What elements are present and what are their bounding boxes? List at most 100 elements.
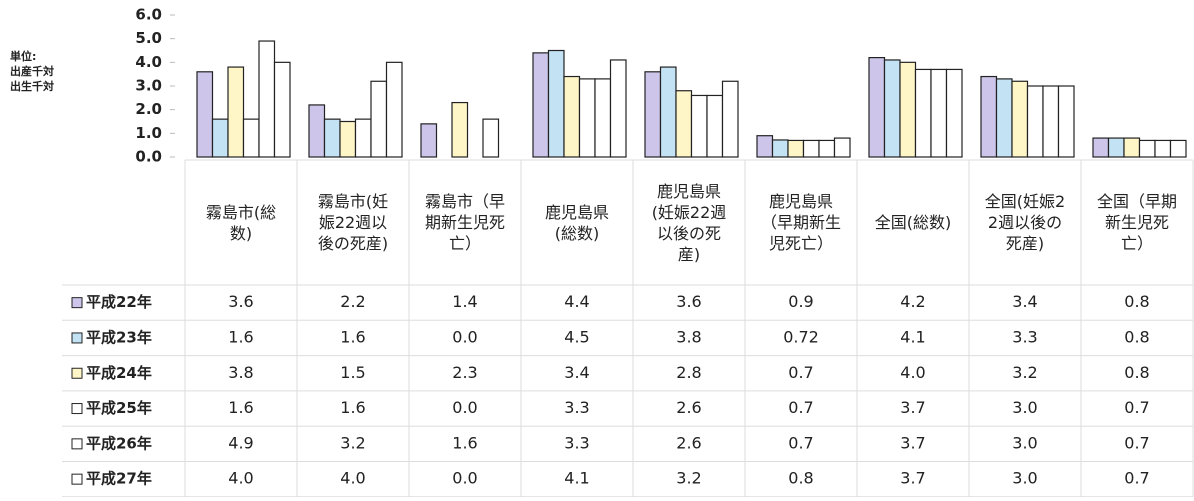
bar bbox=[721, 80, 739, 158]
bar bbox=[1026, 85, 1044, 158]
category-label: 全国(総数) bbox=[874, 213, 952, 232]
y-tick-label: 2.0 bbox=[135, 100, 162, 118]
table-value: 3.0 bbox=[1012, 398, 1037, 417]
category-header: 霧島市(総数) bbox=[206, 203, 276, 243]
legend-swatch bbox=[71, 332, 83, 344]
bar bbox=[818, 139, 836, 158]
bar bbox=[385, 61, 403, 158]
table-value: 4.0 bbox=[340, 469, 365, 488]
bar bbox=[609, 59, 627, 158]
legend-label: 平成26年 bbox=[86, 434, 152, 452]
bar bbox=[578, 78, 596, 158]
category-header: 鹿児島県（早期新生児死亡） bbox=[761, 192, 841, 253]
bar bbox=[771, 139, 789, 158]
bar bbox=[196, 71, 214, 158]
bar bbox=[1123, 137, 1141, 158]
table-value: 0.8 bbox=[788, 469, 813, 488]
table-value: 0.0 bbox=[452, 327, 477, 346]
table-value: 1.6 bbox=[228, 398, 253, 417]
bar bbox=[482, 118, 500, 158]
table-value: 3.6 bbox=[228, 292, 253, 311]
table-value: 3.0 bbox=[1012, 433, 1037, 452]
bar bbox=[1057, 85, 1075, 158]
category-header: 全国(妊娠22週以後の死産) bbox=[984, 192, 1066, 253]
table-value: 3.2 bbox=[1012, 363, 1037, 382]
bar bbox=[1154, 139, 1172, 158]
bar bbox=[1042, 85, 1060, 158]
bar bbox=[1092, 137, 1110, 158]
legend-label: 平成25年 bbox=[86, 399, 152, 417]
table-value: 4.0 bbox=[228, 469, 253, 488]
bar bbox=[675, 90, 693, 158]
table-value: 3.6 bbox=[676, 292, 701, 311]
bar bbox=[914, 68, 932, 158]
category-header: 全国（早期新生児死亡） bbox=[1096, 192, 1177, 253]
table-value: 1.6 bbox=[340, 398, 365, 417]
table-value: 0.7 bbox=[1124, 469, 1149, 488]
table-value: 0.7 bbox=[788, 398, 813, 417]
table-value: 2.3 bbox=[452, 363, 477, 382]
bar bbox=[883, 59, 901, 158]
bar bbox=[258, 40, 276, 158]
table-value: 2.6 bbox=[676, 433, 701, 452]
category-header: 全国(総数) bbox=[874, 213, 952, 232]
table-value: 0.7 bbox=[1124, 433, 1149, 452]
category-label: 霧島市(妊娠22週以後の死産) bbox=[317, 192, 389, 253]
y-tick-label: 6.0 bbox=[135, 6, 162, 24]
category-label: 全国（早期新生児死亡） bbox=[1096, 192, 1177, 253]
bar bbox=[980, 75, 998, 158]
category-label: 鹿児島県(総数) bbox=[544, 202, 609, 243]
table-value: 4.2 bbox=[900, 292, 925, 311]
unit-label: 出生千対 bbox=[10, 79, 54, 93]
table-value: 0.8 bbox=[1124, 327, 1149, 346]
bar bbox=[594, 78, 612, 158]
category-header: 霧島市(妊娠22週以後の死産) bbox=[317, 192, 389, 253]
legend-label: 平成24年 bbox=[86, 364, 152, 382]
table-value: 1.6 bbox=[228, 327, 253, 346]
bar bbox=[930, 68, 948, 158]
table-value: 1.5 bbox=[340, 363, 365, 382]
table-value: 4.4 bbox=[564, 292, 589, 311]
table-value: 3.3 bbox=[564, 398, 589, 417]
category-header: 霧島市（早期新生児死亡） bbox=[425, 192, 505, 253]
bar bbox=[995, 78, 1013, 158]
table-value: 4.0 bbox=[900, 363, 925, 382]
table-value: 0.9 bbox=[788, 292, 813, 311]
legend-swatch bbox=[71, 297, 83, 309]
y-tick-label: 0.0 bbox=[135, 148, 162, 166]
table-value: 1.6 bbox=[452, 433, 477, 452]
legend-label: 平成22年 bbox=[86, 293, 152, 311]
table-value: 3.7 bbox=[900, 469, 925, 488]
table-value: 0.72 bbox=[783, 327, 819, 346]
table-value: 3.3 bbox=[564, 433, 589, 452]
table-value: 4.5 bbox=[564, 327, 589, 346]
table-value: 3.2 bbox=[340, 433, 365, 452]
bar bbox=[354, 118, 372, 158]
table-value: 3.2 bbox=[676, 469, 701, 488]
bar bbox=[833, 137, 851, 158]
bar bbox=[756, 135, 774, 158]
y-tick-label: 5.0 bbox=[135, 29, 162, 47]
category-label: 全国(妊娠22週以後の死産) bbox=[984, 192, 1066, 253]
bar bbox=[323, 118, 341, 158]
table-value: 0.8 bbox=[1124, 292, 1149, 311]
bar bbox=[547, 49, 565, 158]
table-value: 0.0 bbox=[452, 469, 477, 488]
category-header: 鹿児島県(総数) bbox=[544, 202, 609, 243]
bar bbox=[451, 101, 469, 158]
unit-label: 単位: bbox=[10, 49, 36, 63]
bar bbox=[227, 66, 245, 158]
bar bbox=[659, 66, 677, 158]
bar bbox=[899, 61, 917, 158]
y-tick-label: 4.0 bbox=[135, 53, 162, 71]
bar bbox=[420, 123, 438, 158]
table-value: 1.4 bbox=[452, 292, 477, 311]
unit-label: 出産千対 bbox=[10, 64, 54, 78]
bar bbox=[273, 61, 291, 158]
y-tick-label: 1.0 bbox=[135, 124, 162, 142]
table-value: 0.7 bbox=[788, 433, 813, 452]
bar bbox=[532, 52, 550, 158]
table-value: 0.7 bbox=[1124, 398, 1149, 417]
category-label: 鹿児島県(妊娠22週以後の死産) bbox=[651, 181, 727, 264]
bar bbox=[868, 56, 886, 158]
